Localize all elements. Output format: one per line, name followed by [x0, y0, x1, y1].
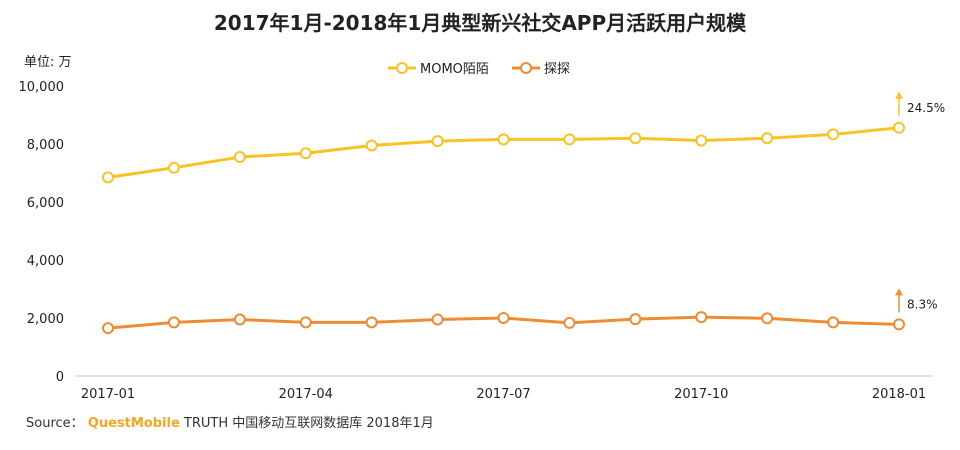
y-tick-label: 0: [56, 370, 64, 385]
legend-label-tantan: 探探: [544, 62, 570, 77]
data-point: [563, 316, 576, 329]
data-point: [563, 133, 576, 146]
x-tick-label: 2017-01: [81, 387, 135, 402]
y-tick-label: 6,000: [27, 196, 64, 211]
data-point: [233, 151, 246, 164]
data-point: [233, 313, 246, 326]
source-note: Source： QuestMobile TRUTH 中国移动互联网数据库 201…: [26, 412, 434, 431]
data-point: [497, 133, 510, 146]
source-brand: QuestMobile: [87, 416, 180, 431]
data-point: [102, 322, 114, 335]
data-point: [365, 139, 378, 152]
data-point: [431, 313, 444, 326]
data-point: [167, 316, 180, 329]
annotation-layer: 24.5% 8.3%: [895, 91, 945, 313]
data-point: [629, 313, 642, 326]
growth-arrow-head: [895, 91, 903, 99]
data-point: [365, 316, 378, 329]
growth-label: 24.5%: [907, 101, 945, 115]
growth-label: 8.3%: [907, 297, 938, 311]
data-point: [167, 161, 180, 174]
data-point: [761, 312, 774, 325]
y-axis: 0 2,000 4,000 6,000 8,000 10,000: [19, 80, 65, 385]
data-point: [299, 316, 312, 329]
unit-label: 单位: 万: [24, 55, 72, 70]
data-point: [893, 318, 905, 331]
y-tick-label: 4,000: [27, 254, 64, 269]
data-point: [299, 147, 312, 160]
y-tick-label: 2,000: [27, 312, 64, 327]
x-tick-label: 2017-07: [476, 387, 530, 402]
data-point: [629, 132, 642, 145]
x-axis: 2017-01 2017-04 2017-07 2017-10 2018-01: [76, 375, 932, 402]
source-rest: TRUTH 中国移动互联网数据库 2018年1月: [183, 416, 434, 431]
y-tick-label: 10,000: [19, 80, 65, 95]
data-point: [827, 128, 840, 141]
data-point: [431, 135, 444, 148]
legend-marker-tantan: [520, 62, 532, 74]
y-tick-label: 8,000: [27, 138, 64, 153]
x-tick-label: 2018-01: [872, 387, 926, 402]
data-point: [695, 311, 708, 324]
legend: MOMO陌陌 探探: [388, 62, 570, 77]
data-point: [827, 316, 840, 329]
legend-label-momo: MOMO陌陌: [420, 62, 489, 77]
series-layer: [102, 121, 905, 335]
x-tick-label: 2017-04: [279, 387, 333, 402]
source-prefix: Source：: [26, 416, 84, 431]
data-point: [761, 132, 774, 145]
x-tick-label: 2017-10: [674, 387, 728, 402]
data-point: [695, 134, 708, 147]
legend-marker-momo: [396, 62, 408, 74]
growth-arrow-head: [895, 288, 903, 296]
chart-title: 2017年1月-2018年1月典型新兴社交APP月活跃用户规模: [214, 11, 747, 35]
data-point: [893, 121, 905, 134]
data-point: [497, 312, 510, 324]
data-point: [102, 171, 114, 184]
